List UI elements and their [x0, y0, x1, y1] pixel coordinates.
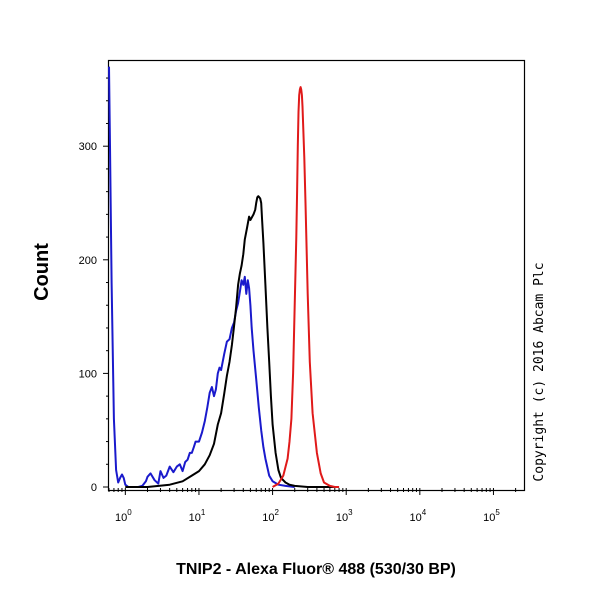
x-axis-ticks: 100 101 102 103 104 105 — [108, 488, 517, 524]
y-axis-label: Count — [31, 243, 53, 301]
x-tick-label: 101 — [189, 508, 206, 524]
x-tick-base: 10 — [409, 512, 421, 524]
x-tick-exponent: 0 — [127, 508, 132, 517]
x-tick-label: 100 — [115, 508, 132, 524]
x-tick-label: 103 — [336, 508, 353, 524]
x-tick-base: 10 — [483, 512, 495, 524]
x-tick-label: 102 — [262, 508, 279, 524]
x-tick-base: 10 — [115, 512, 127, 524]
x-tick-base: 10 — [336, 512, 348, 524]
x-tick-exponent: 5 — [495, 508, 500, 517]
y-tick-label: 300 — [79, 141, 97, 153]
blue-histogram-line — [108, 66, 295, 488]
x-tick-base: 10 — [262, 512, 274, 524]
black-histogram-line — [125, 195, 335, 488]
x-tick-exponent: 2 — [274, 508, 279, 517]
red-histogram-line — [272, 86, 340, 488]
x-tick-exponent: 3 — [348, 508, 353, 517]
y-tick-label: 200 — [79, 255, 97, 267]
y-tick-label: 0 — [91, 482, 97, 494]
copyright-text: Copyright (c) 2016 Abcam Plc — [532, 262, 547, 481]
plot-frame — [107, 59, 526, 492]
x-tick-exponent: 4 — [422, 508, 427, 517]
y-axis-ticks: 0 100 200 300 — [79, 77, 109, 494]
x-tick-label: 105 — [483, 508, 500, 524]
x-tick-base: 10 — [189, 512, 201, 524]
series-layer — [108, 66, 340, 488]
x-tick-exponent: 1 — [201, 508, 206, 517]
x-tick-label: 104 — [409, 508, 426, 524]
y-tick-label: 100 — [79, 368, 97, 380]
x-axis-label: TNIP2 - Alexa Fluor® 488 (530/30 BP) — [176, 561, 456, 578]
